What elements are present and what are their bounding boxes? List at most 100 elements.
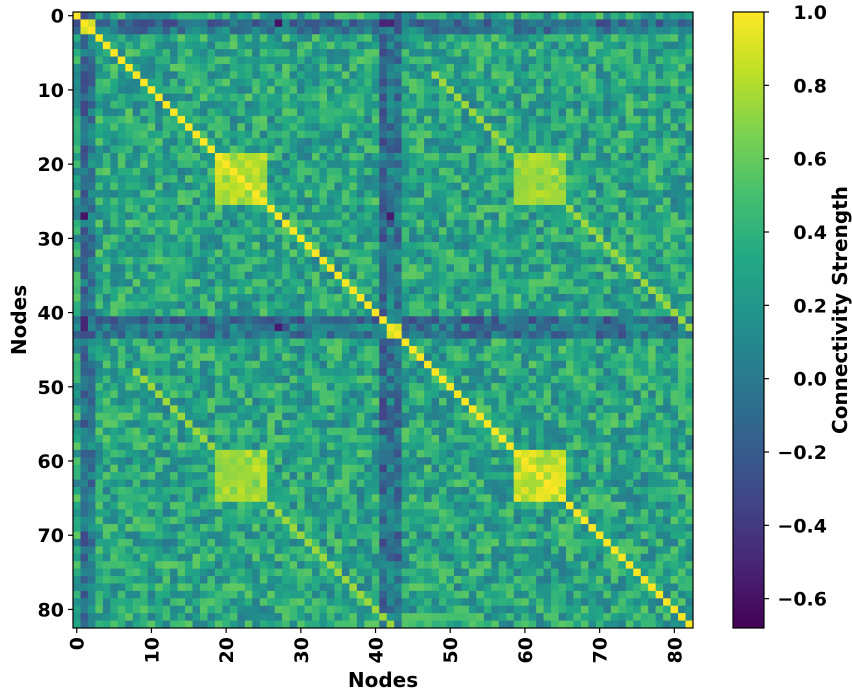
heatmap-cell bbox=[73, 63, 81, 72]
heatmap-cell bbox=[431, 316, 440, 325]
heatmap-cell bbox=[80, 71, 89, 80]
heatmap-cell bbox=[364, 435, 373, 443]
heatmap-cell bbox=[140, 138, 149, 146]
heatmap-cell bbox=[102, 49, 111, 57]
heatmap-cell bbox=[625, 383, 634, 391]
heatmap-cell bbox=[319, 197, 328, 206]
heatmap-cell bbox=[297, 279, 305, 287]
heatmap-cell bbox=[558, 435, 567, 443]
heatmap-cell bbox=[170, 227, 178, 236]
heatmap-cell bbox=[170, 167, 178, 176]
heatmap-cell bbox=[551, 123, 559, 132]
heatmap-cell bbox=[551, 175, 559, 184]
heatmap-cell bbox=[439, 138, 447, 146]
heatmap-cell bbox=[95, 34, 104, 43]
heatmap-cell bbox=[461, 279, 470, 287]
heatmap-cell bbox=[483, 308, 492, 317]
heatmap-cell bbox=[252, 219, 261, 228]
heatmap-cell bbox=[125, 420, 134, 429]
heatmap-cell bbox=[274, 286, 283, 295]
heatmap-cell bbox=[416, 368, 425, 377]
heatmap-cell bbox=[416, 204, 425, 213]
heatmap-cell bbox=[603, 108, 612, 117]
heatmap-cell bbox=[304, 41, 313, 50]
heatmap-cell bbox=[259, 56, 268, 65]
heatmap-cell bbox=[199, 182, 208, 191]
heatmap-cell bbox=[409, 308, 418, 317]
heatmap-cell bbox=[356, 130, 365, 139]
heatmap-cell bbox=[289, 308, 298, 317]
heatmap-cell bbox=[132, 271, 141, 280]
heatmap-cell bbox=[573, 19, 582, 28]
heatmap-cell bbox=[491, 271, 500, 280]
heatmap-cell bbox=[110, 41, 119, 50]
heatmap-cell bbox=[401, 123, 410, 132]
heatmap-cell bbox=[655, 219, 664, 228]
heatmap-cell bbox=[192, 108, 201, 117]
heatmap-cell bbox=[476, 412, 485, 421]
heatmap-cell bbox=[685, 212, 694, 221]
heatmap-cell bbox=[521, 26, 530, 35]
heatmap-cell bbox=[229, 145, 238, 154]
heatmap-cell bbox=[610, 227, 619, 236]
heatmap-cell bbox=[655, 78, 664, 87]
heatmap-cell bbox=[618, 145, 627, 154]
heatmap-cell bbox=[521, 383, 530, 391]
heatmap-cell bbox=[603, 405, 612, 414]
heatmap-cell bbox=[595, 56, 604, 65]
heatmap-cell bbox=[237, 412, 246, 421]
heatmap-cell bbox=[386, 383, 395, 391]
heatmap-cell bbox=[498, 345, 507, 354]
heatmap-cell bbox=[349, 41, 358, 50]
heatmap-cell bbox=[162, 301, 171, 310]
heatmap-cell bbox=[670, 271, 679, 280]
heatmap-cell bbox=[424, 397, 432, 406]
heatmap-cell bbox=[214, 86, 223, 95]
heatmap-cell bbox=[177, 264, 186, 273]
heatmap-cell bbox=[431, 375, 440, 384]
heatmap-cell bbox=[476, 93, 485, 102]
heatmap-cell bbox=[147, 130, 156, 139]
heatmap-cell bbox=[386, 34, 395, 43]
heatmap-cell bbox=[603, 301, 612, 310]
heatmap-cell bbox=[334, 405, 343, 414]
heatmap-cell bbox=[319, 167, 328, 176]
heatmap-cell bbox=[140, 71, 149, 80]
heatmap-cell bbox=[618, 78, 627, 87]
heatmap-cell bbox=[110, 405, 119, 414]
heatmap-cell bbox=[498, 138, 507, 146]
heatmap-cell bbox=[416, 375, 425, 384]
heatmap-cell bbox=[73, 256, 81, 265]
heatmap-cell bbox=[551, 12, 559, 20]
heatmap-cell bbox=[588, 227, 597, 236]
heatmap-cell bbox=[685, 427, 694, 436]
heatmap-cell bbox=[222, 264, 231, 273]
heatmap-cell bbox=[73, 12, 81, 20]
heatmap-cell bbox=[341, 331, 350, 339]
heatmap-cell bbox=[356, 242, 365, 250]
heatmap-cell bbox=[73, 167, 81, 176]
heatmap-cell bbox=[379, 182, 388, 191]
heatmap-cell bbox=[274, 301, 283, 310]
heatmap-cell bbox=[140, 242, 149, 250]
heatmap-cell bbox=[468, 301, 477, 310]
heatmap-cell bbox=[543, 345, 552, 354]
heatmap-cell bbox=[588, 301, 597, 310]
heatmap-cell bbox=[244, 279, 253, 287]
heatmap-cell bbox=[147, 294, 156, 302]
heatmap-cell bbox=[132, 368, 141, 377]
heatmap-cell bbox=[207, 167, 216, 176]
heatmap-cell bbox=[618, 153, 627, 161]
heatmap-cell bbox=[409, 12, 418, 20]
heatmap-cell bbox=[543, 397, 552, 406]
heatmap-cell bbox=[297, 115, 305, 124]
heatmap-cell bbox=[304, 108, 313, 117]
heatmap-cell bbox=[528, 397, 537, 406]
heatmap-cell bbox=[147, 279, 156, 287]
heatmap-cell bbox=[110, 130, 119, 139]
heatmap-cell bbox=[371, 286, 380, 295]
heatmap-cell bbox=[625, 368, 634, 377]
heatmap-cell bbox=[663, 26, 671, 35]
heatmap-cell bbox=[386, 219, 395, 228]
heatmap-cell bbox=[446, 63, 455, 72]
